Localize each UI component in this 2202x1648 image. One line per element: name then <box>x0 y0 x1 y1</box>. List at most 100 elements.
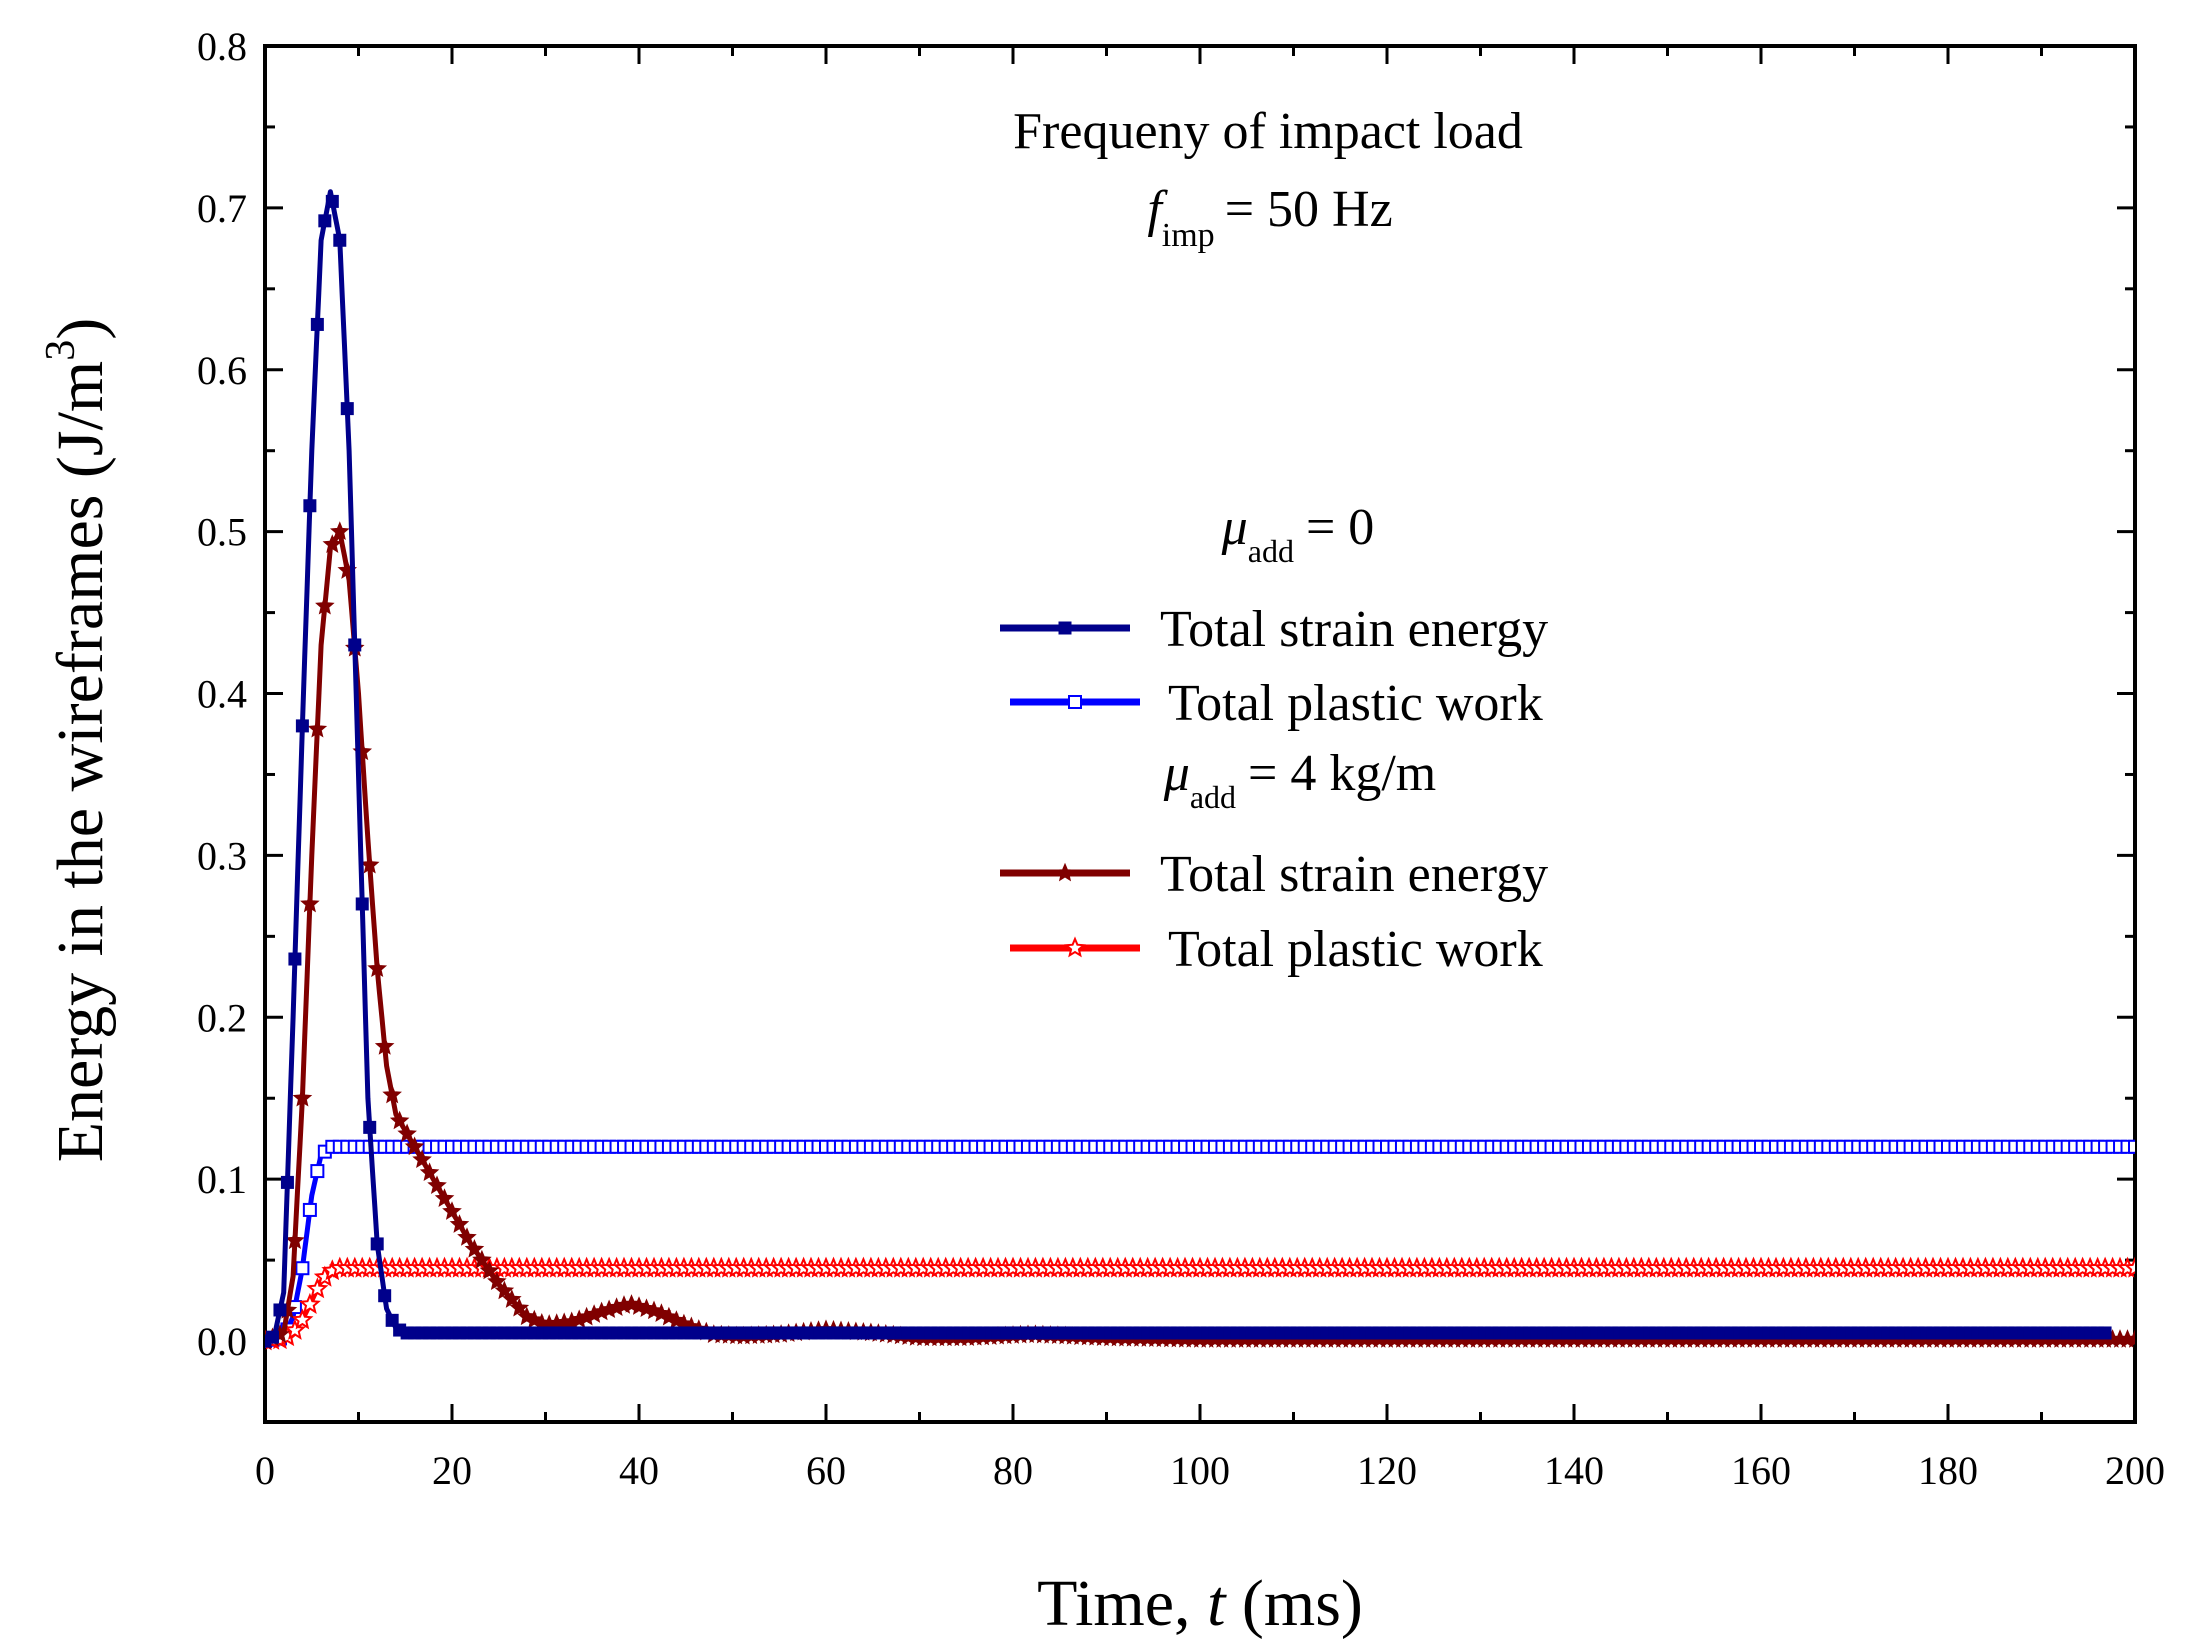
series-marker <box>389 1110 410 1130</box>
series-marker <box>329 521 350 540</box>
series-marker <box>333 233 347 247</box>
series-marker <box>472 1249 492 1269</box>
series-marker <box>363 1120 377 1134</box>
series-marker <box>265 1330 279 1344</box>
y-axis-title: Energy in the wireframes (J/m3) <box>38 318 117 1163</box>
annotation-frequency: fimp = 50 Hz <box>1147 181 1392 254</box>
series-marker <box>283 1318 306 1340</box>
y-tick-label: 0.4 <box>197 672 247 717</box>
legend-label: Total strain energy <box>1160 601 1548 658</box>
series-marker <box>494 1280 515 1300</box>
series-marker <box>291 1308 314 1330</box>
series-marker <box>310 1164 325 1179</box>
series-line <box>265 1144 2135 1344</box>
series-marker <box>295 1261 310 1276</box>
series-marker <box>302 1202 317 1217</box>
series-layer <box>265 189 2135 1351</box>
series-marker <box>318 214 332 228</box>
legend-entry: Total strain energy <box>1000 601 1548 658</box>
series-marker <box>419 1162 440 1182</box>
y-axis-title-sup: 3 <box>38 340 84 361</box>
legend-group2-rest: = 4 kg/m <box>1248 745 1436 802</box>
series-marker <box>348 638 362 652</box>
series-marker <box>298 1292 321 1314</box>
annotation-f-value: = 50 Hz <box>1225 181 1393 238</box>
legend-marker <box>1063 936 1087 958</box>
x-axis-title-suffix: (ms) <box>1225 1567 1362 1640</box>
series-marker <box>280 1175 294 1189</box>
tick-labels: 0 20 40 60 80 100 120 140 160 180 200 0.0 0.1 0.2 0.3 0… <box>197 24 2165 1493</box>
axis-ticks <box>263 44 2137 1424</box>
series-marker <box>322 534 343 553</box>
series-marker <box>370 1237 384 1251</box>
series-4 <box>265 1256 2135 1351</box>
series-marker <box>303 499 317 513</box>
legend-entry: Total strain energy <box>1000 846 1548 903</box>
series-marker <box>340 402 354 416</box>
series-marker <box>295 719 309 733</box>
series-marker <box>374 1036 395 1055</box>
series-marker <box>382 1084 402 1104</box>
x-axis-title: Time, t (ms) <box>1037 1567 1363 1640</box>
legend: μadd = 0 μadd = 4 kg/m Total strain energy… <box>1000 499 1548 978</box>
x-tick-label: 40 <box>619 1448 659 1493</box>
legend-group1-sub: add <box>1248 533 1294 569</box>
series-marker <box>2125 1329 2135 1348</box>
series-marker <box>300 893 320 913</box>
y-tick-label: 0.0 <box>197 1319 247 1364</box>
annotation-f-subscript: imp <box>1162 217 1215 254</box>
x-tick-label: 80 <box>993 1448 1033 1493</box>
series-marker <box>288 952 302 966</box>
series-marker <box>442 1201 462 1220</box>
legend-entries: Total strain energy Total plastic work Tot… <box>1000 601 1548 978</box>
series-marker <box>315 595 335 615</box>
legend-label: Total plastic work <box>1168 921 1543 978</box>
legend-marker <box>1058 621 1072 635</box>
x-tick-label: 160 <box>1731 1448 1791 1493</box>
x-tick-label: 20 <box>432 1448 472 1493</box>
series-marker <box>509 1297 530 1317</box>
series-marker <box>307 718 328 738</box>
series-marker <box>367 958 388 978</box>
legend-group1-mu: μ <box>1221 499 1248 556</box>
series-marker <box>457 1227 477 1246</box>
y-tick-label: 0.6 <box>197 348 247 393</box>
x-axis-title-prefix: Time, <box>1037 1567 1207 1640</box>
legend-entry: Total plastic work <box>1010 675 1543 732</box>
legend-marker <box>1068 695 1082 709</box>
series-marker <box>412 1149 432 1169</box>
series-marker <box>479 1260 500 1280</box>
x-tick-label: 140 <box>1544 1448 1604 1493</box>
series-marker <box>449 1214 470 1233</box>
series-marker <box>487 1271 507 1291</box>
x-tick-label: 100 <box>1170 1448 1230 1493</box>
series-marker <box>2098 1326 2112 1340</box>
x-tick-label: 60 <box>806 1448 846 1493</box>
series-1 <box>265 189 2112 1348</box>
x-tick-label: 200 <box>2105 1448 2165 1493</box>
series-marker <box>404 1136 425 1156</box>
legend-group2-sub: add <box>1190 779 1236 815</box>
legend-group1-rest: = 0 <box>1306 499 1374 556</box>
legend-group2-header: μadd = 4 kg/m <box>1163 745 1437 815</box>
series-marker <box>292 1087 313 1107</box>
y-tick-label: 0.2 <box>197 995 247 1040</box>
x-tick-label: 180 <box>1918 1448 1978 1493</box>
legend-marker <box>1055 862 1075 882</box>
y-axis-title-main: Energy in the wireframes (J/m <box>44 361 117 1163</box>
x-tick-label: 120 <box>1357 1448 1417 1493</box>
series-marker <box>434 1188 455 1207</box>
series-marker <box>385 1313 399 1327</box>
y-tick-label: 0.8 <box>197 24 247 69</box>
annotation-title: Frequeny of impact load <box>1013 103 1523 160</box>
series-marker <box>378 1289 392 1303</box>
x-axis-title-var: t <box>1207 1567 1227 1640</box>
series-marker <box>464 1238 485 1258</box>
series-marker <box>502 1289 522 1308</box>
y-tick-label: 0.7 <box>197 186 247 231</box>
series-marker <box>2123 1256 2135 1278</box>
legend-entry: Total plastic work <box>1010 921 1543 978</box>
legend-group2-mu: μ <box>1163 745 1190 802</box>
series-marker <box>310 317 324 331</box>
